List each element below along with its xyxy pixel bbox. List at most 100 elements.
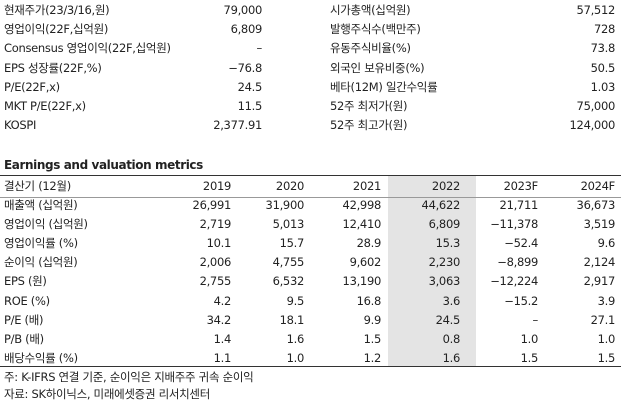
cell-value: 1.2 xyxy=(363,350,382,365)
cell-value: 2,917 xyxy=(583,274,616,289)
cell-value: 2,124 xyxy=(583,255,616,270)
cell-value: 1.0 xyxy=(597,331,616,346)
row-label: P/E (배) xyxy=(4,312,44,327)
summary-value: −76.8 xyxy=(228,60,262,75)
header-rule xyxy=(0,197,621,198)
cell-value: 44,622 xyxy=(421,198,461,212)
cell-value: 3,063 xyxy=(428,274,461,289)
table-bottom-rule xyxy=(0,366,621,367)
row-label: ROE (%) xyxy=(4,293,50,308)
cell-value: 1.4 xyxy=(213,331,232,346)
cell-value: 3.6 xyxy=(442,293,461,308)
summary-value: 79,000 xyxy=(223,3,263,17)
cell-value: 10.1 xyxy=(206,236,232,251)
cell-value: 18.1 xyxy=(279,312,305,327)
row-label: P/B (배) xyxy=(4,331,44,346)
cell-value: 3,519 xyxy=(583,217,616,232)
row-label: 영업이익률 (%) xyxy=(4,236,78,251)
cell-value: 4,755 xyxy=(272,255,305,270)
cell-value: 31,900 xyxy=(265,198,305,212)
cell-value: 9.6 xyxy=(597,236,616,251)
cell-value: 1.1 xyxy=(213,350,232,365)
cell-value: 1.5 xyxy=(597,350,616,365)
summary-label: 영업이익(22F,십억원) xyxy=(4,22,109,37)
cell-value: 2,755 xyxy=(199,274,232,289)
summary-value: 1.03 xyxy=(590,79,616,94)
summary-label: KOSPI xyxy=(4,118,37,133)
summary-value: 50.5 xyxy=(590,60,616,75)
row-label: 영업이익 (십억원) xyxy=(4,217,88,232)
cell-value: 2,006 xyxy=(199,255,232,270)
cell-value: – xyxy=(532,312,539,327)
summary-value: 11.5 xyxy=(237,99,263,113)
cell-value: −11,378 xyxy=(490,217,538,232)
cell-value: −15.2 xyxy=(504,293,538,308)
cell-value: 1.5 xyxy=(363,331,382,346)
summary-label: Consensus 영업이익(22F,십억원) xyxy=(4,41,171,56)
cell-value: 1.6 xyxy=(286,331,305,346)
summary-value: 75,000 xyxy=(576,99,616,113)
cell-value: 9,602 xyxy=(349,255,382,270)
row-label: 순이익 (십억원) xyxy=(4,255,78,270)
summary-value: 2,377.91 xyxy=(213,118,262,133)
summary-label: MKT P/E(22F,x) xyxy=(4,99,86,113)
highlight-column xyxy=(388,176,476,366)
summary-value: 6,809 xyxy=(230,22,263,37)
cell-value: −52.4 xyxy=(504,236,538,251)
cell-value: 9.5 xyxy=(286,293,305,308)
cell-value: 4.2 xyxy=(213,293,232,308)
cell-value: 6,532 xyxy=(272,274,305,289)
cell-value: 36,673 xyxy=(576,198,616,212)
cell-value: 6,809 xyxy=(428,217,461,232)
row-label: 매출액 (십억원) xyxy=(4,198,78,212)
cell-value: −12,224 xyxy=(490,274,538,289)
summary-value: – xyxy=(256,41,263,56)
cell-value: 15.3 xyxy=(435,236,461,251)
summary-label: 현재주가(23/3/16,원) xyxy=(4,3,110,17)
cell-value: 1.0 xyxy=(286,350,305,365)
row-label: EPS (원) xyxy=(4,274,47,289)
column-header: 2024F xyxy=(580,179,616,193)
cell-value: 2,719 xyxy=(199,217,232,232)
cell-value: 15.7 xyxy=(279,236,305,251)
cell-value: 1.5 xyxy=(520,350,539,365)
summary-label: 베타(12M) 일간수익률 xyxy=(330,79,438,94)
cell-value: 13,190 xyxy=(342,274,382,289)
cell-value: −8,899 xyxy=(497,255,538,270)
cell-value: 16.8 xyxy=(356,293,382,308)
cell-value: 24.5 xyxy=(435,312,461,327)
summary-value: 124,000 xyxy=(569,118,616,133)
cell-value: 2,230 xyxy=(428,255,461,270)
summary-label: 발행주식수(백만주) xyxy=(330,22,421,37)
footnote: 자료: SK하이닉스, 미래에셋증권 리서치센터 xyxy=(4,387,210,401)
summary-value: 73.8 xyxy=(590,41,616,56)
table-top-rule xyxy=(0,175,621,176)
summary-value: 24.5 xyxy=(237,79,263,94)
cell-value: 3.9 xyxy=(597,293,616,308)
cell-value: 9.9 xyxy=(363,312,382,327)
cell-value: 1.6 xyxy=(442,350,461,365)
cell-value: 26,991 xyxy=(192,198,232,212)
column-header: 결산기 (12월) xyxy=(4,179,71,193)
column-header: 2023F xyxy=(503,179,539,193)
cell-value: 1.0 xyxy=(520,331,539,346)
cell-value: 5,013 xyxy=(272,217,305,232)
column-header: 2022 xyxy=(431,179,460,193)
summary-label: 유동주식비율(%) xyxy=(330,41,411,56)
cell-value: 21,711 xyxy=(499,198,539,212)
row-label: 배당수익률 (%) xyxy=(4,350,78,365)
cell-value: 12,410 xyxy=(342,217,382,232)
summary-label: EPS 성장률(22F,%) xyxy=(4,60,102,75)
column-header: 2019 xyxy=(202,179,231,193)
summary-value: 57,512 xyxy=(576,3,616,17)
cell-value: 28.9 xyxy=(356,236,382,251)
section-title: Earnings and valuation metrics xyxy=(4,158,203,172)
summary-label: 외국인 보유비중(%) xyxy=(330,60,425,75)
cell-value: 34.2 xyxy=(206,312,232,327)
summary-label: 52주 최저가(원) xyxy=(330,99,408,113)
column-header: 2020 xyxy=(275,179,304,193)
summary-label: P/E(22F,x) xyxy=(4,79,60,94)
cell-value: 27.1 xyxy=(590,312,616,327)
summary-label: 시가총액(십억원) xyxy=(330,3,411,17)
